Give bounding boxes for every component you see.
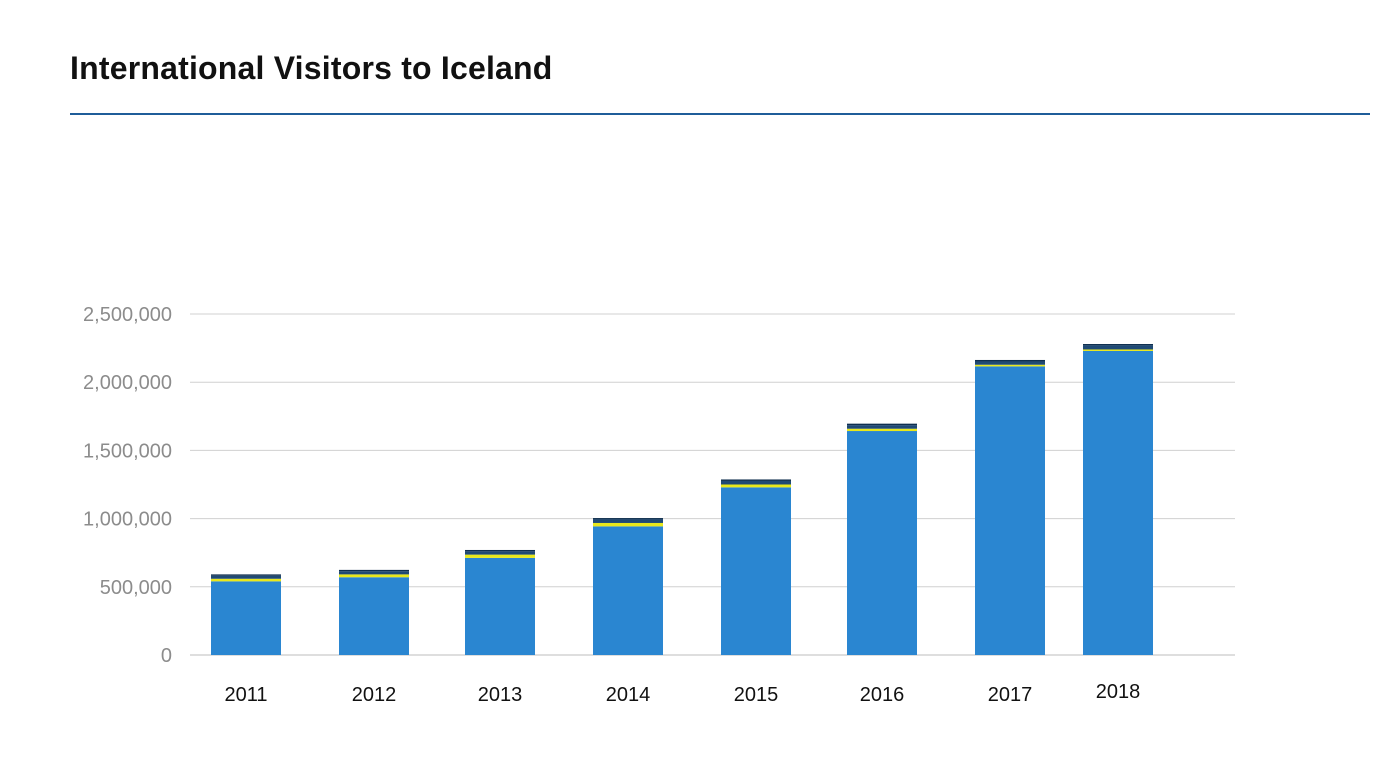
x-tick-label: 2011 bbox=[224, 684, 267, 706]
x-tick-label: 2017 bbox=[988, 684, 1033, 706]
bar-segment bbox=[1083, 345, 1153, 350]
bar-segment bbox=[211, 578, 281, 582]
bar-segment bbox=[847, 425, 917, 429]
bar-segment bbox=[721, 479, 791, 481]
bar-segment bbox=[975, 361, 1045, 365]
y-tick-label: 2,500,000 bbox=[83, 304, 172, 326]
y-tick-label: 0 bbox=[161, 645, 172, 667]
bar-segment bbox=[593, 518, 663, 520]
bar-segment bbox=[975, 359, 1045, 362]
bar-segment bbox=[1083, 344, 1153, 346]
bar-segment bbox=[975, 366, 1045, 655]
bar-segment bbox=[211, 575, 281, 579]
x-tick-label: 2013 bbox=[478, 684, 523, 706]
bar-segment bbox=[847, 423, 917, 426]
bar-segment bbox=[211, 581, 281, 655]
bar-segment bbox=[465, 549, 535, 552]
bar-segment bbox=[721, 487, 791, 655]
x-tick-label: 2016 bbox=[860, 684, 905, 706]
bar-segment bbox=[465, 557, 535, 655]
bar-segment bbox=[339, 574, 409, 578]
y-tick-label: 2,000,000 bbox=[83, 372, 172, 394]
bar-segment bbox=[465, 554, 535, 558]
bar-segment bbox=[1083, 350, 1153, 655]
bar-segment bbox=[211, 574, 281, 576]
bar-segment bbox=[721, 480, 791, 485]
y-tick-label: 500,000 bbox=[100, 577, 172, 599]
bar-segment bbox=[593, 526, 663, 655]
x-tick-label: 2015 bbox=[734, 684, 779, 706]
bar-segment bbox=[975, 364, 1045, 367]
x-tick-label: 2014 bbox=[606, 684, 651, 706]
x-tick-label: 2012 bbox=[352, 684, 397, 706]
bar-segment bbox=[593, 522, 663, 527]
bar-segment bbox=[1083, 349, 1153, 351]
title-divider bbox=[70, 113, 1370, 115]
bar-segment bbox=[339, 577, 409, 655]
bar-segment bbox=[339, 571, 409, 575]
bar-segment bbox=[847, 428, 917, 432]
bar-segment bbox=[721, 484, 791, 488]
chart-title: International Visitors to Iceland bbox=[70, 50, 553, 86]
y-tick-label: 1,500,000 bbox=[83, 440, 172, 462]
y-tick-label: 1,000,000 bbox=[83, 509, 172, 531]
bar-segment bbox=[465, 551, 535, 555]
bar-segment bbox=[847, 431, 917, 655]
bar-segment bbox=[593, 519, 663, 523]
bar-segment bbox=[339, 569, 409, 572]
x-tick-label: 2018 bbox=[1096, 681, 1141, 703]
